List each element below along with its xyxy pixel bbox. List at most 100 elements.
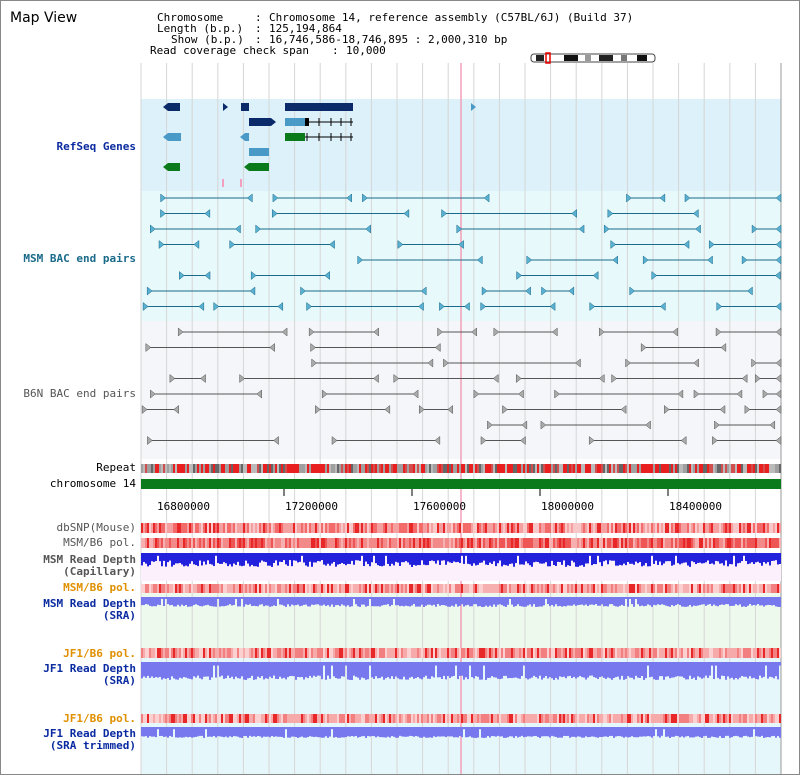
heat-cell [269,523,271,533]
heat-cell [623,648,625,658]
depth-bar [241,662,243,677]
heat-cell [571,648,573,658]
repeat-segment [259,464,261,473]
depth-bar [699,597,701,606]
heat-cell [183,584,185,593]
depth-bar [163,727,165,737]
heat-cell [267,648,269,658]
depth-bar [543,662,545,678]
heat-cell [239,648,241,658]
depth-bar [379,662,381,679]
heat-cell [693,584,695,593]
depth-bar [563,597,565,607]
depth-bar [775,597,777,607]
depth-bar [423,597,425,607]
heat-cell [207,714,209,723]
repeat-segment [333,464,335,473]
depth-bar [727,662,729,677]
bac-end-marker [310,342,317,353]
repeat-segment [343,464,345,473]
heat-cell [179,523,181,533]
depth-bar [601,727,603,737]
heat-cell [653,538,655,548]
heat-cell [735,648,737,658]
depth-bar [409,662,411,678]
heat-cell [369,523,371,533]
heat-cell [339,523,341,533]
heat-cell [435,648,437,658]
heat-cell [327,714,329,723]
depth-bar [315,553,317,563]
heat-cell [145,538,147,548]
heat-cell [301,523,303,533]
depth-bar [281,553,283,563]
heat-cell [443,523,445,533]
heat-cell [565,714,567,723]
depth-bar [411,727,413,737]
heat-cell [329,538,331,548]
heat-cell [285,714,287,723]
depth-bar [713,553,715,565]
heat-cell [655,584,657,593]
depth-bar [395,662,397,677]
depth-bar [309,553,311,562]
depth-bar [609,662,611,679]
heat-cell [179,584,181,593]
depth-bar [737,662,739,680]
heat-cell [677,538,679,548]
heat-cell [559,648,561,658]
heat-cell [731,714,733,723]
heat-cell [763,714,765,723]
heat-cell [551,714,553,723]
heat-cell [403,648,405,658]
gene-arrow [163,163,168,171]
depth-bar [555,597,557,605]
repeat-segment [583,464,585,473]
depth-bar [281,727,283,737]
repeat-segment [541,464,543,473]
heat-cell [495,714,497,723]
heat-cell [769,648,771,658]
repeat-segment [659,464,661,473]
heat-cell [301,648,303,658]
depth-bar [151,727,153,737]
heat-cell [255,523,257,533]
heat-cell [225,523,227,533]
depth-bar [725,553,727,561]
depth-bar [615,597,617,607]
depth-bar [249,727,251,736]
track-label-msm-depth-capillary: MSM Read Depth [43,553,136,566]
heat-cell [399,538,401,548]
repeat-segment [391,464,393,473]
heat-cell [753,523,755,533]
heat-cell [699,523,701,533]
heat-cell [171,648,173,658]
depth-bar [479,597,481,607]
depth-bar [153,727,155,737]
depth-bar [435,662,437,666]
repeat-segment [589,464,591,473]
heat-cell [487,714,489,723]
heat-cell [579,714,581,723]
heat-cell [471,523,473,533]
depth-bar [507,662,509,679]
heat-cell [723,584,725,593]
repeat-segment [443,464,445,473]
depth-bar [557,727,559,738]
heat-cell [275,714,277,723]
depth-bar [703,553,705,564]
depth-bar [445,662,447,680]
bac-end-marker [300,286,306,296]
depth-bar [485,597,487,606]
depth-bar [147,553,149,567]
heat-cell [543,648,545,658]
heat-cell [473,648,475,658]
depth-bar [753,662,755,678]
depth-bar [465,553,467,556]
heat-cell [647,584,649,593]
depth-bar [719,727,721,737]
gene-block [249,118,271,126]
heat-cell [469,523,471,533]
heat-cell [623,714,625,723]
